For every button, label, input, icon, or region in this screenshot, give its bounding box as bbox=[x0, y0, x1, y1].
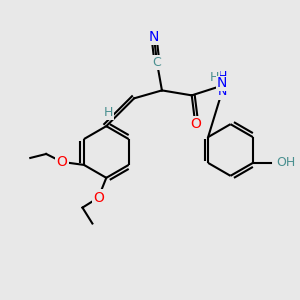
Text: H: H bbox=[210, 71, 219, 84]
Text: O: O bbox=[93, 191, 104, 205]
Text: O: O bbox=[190, 117, 201, 131]
Text: H
N: H N bbox=[218, 70, 227, 98]
Text: N: N bbox=[149, 30, 159, 44]
Text: OH: OH bbox=[277, 156, 296, 170]
Text: N: N bbox=[216, 76, 227, 90]
Text: O: O bbox=[57, 155, 68, 169]
Text: H: H bbox=[103, 106, 113, 119]
Text: C: C bbox=[153, 56, 161, 69]
